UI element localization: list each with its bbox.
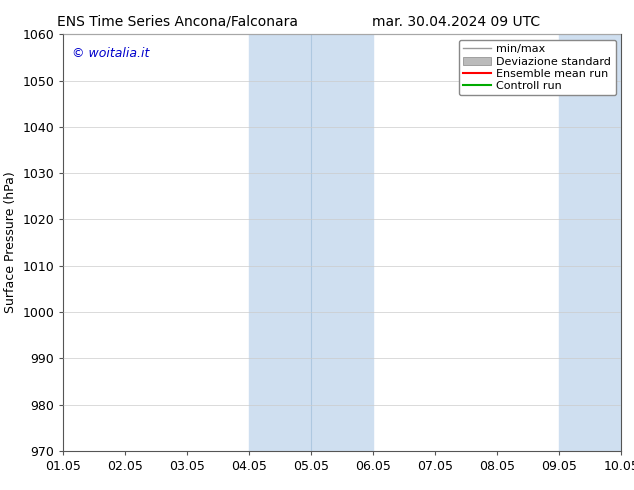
Legend: min/max, Deviazione standard, Ensemble mean run, Controll run: min/max, Deviazione standard, Ensemble m… [458,40,616,96]
Text: mar. 30.04.2024 09 UTC: mar. 30.04.2024 09 UTC [372,15,541,29]
Bar [249,34,373,451]
Y-axis label: Surface Pressure (hPa): Surface Pressure (hPa) [4,172,17,314]
Text: © woitalia.it: © woitalia.it [72,47,149,60]
Bar [559,34,621,451]
Text: ENS Time Series Ancona/Falconara: ENS Time Series Ancona/Falconara [57,15,298,29]
